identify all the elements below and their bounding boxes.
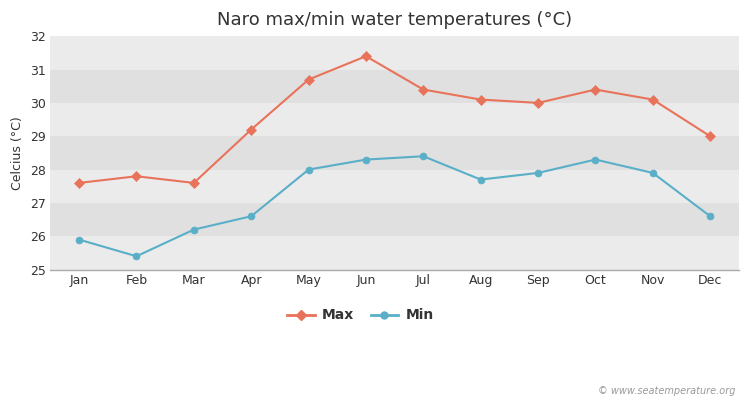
- Min: [591, 157, 600, 162]
- Max: [419, 87, 428, 92]
- Max: [706, 134, 715, 139]
- Max: [189, 180, 198, 185]
- Min: [419, 154, 428, 159]
- Text: © www.seatemperature.org: © www.seatemperature.org: [598, 386, 735, 396]
- Max: [648, 97, 657, 102]
- Max: [533, 100, 542, 105]
- Line: Min: Min: [76, 153, 714, 260]
- Min: [304, 167, 313, 172]
- Min: [533, 170, 542, 175]
- Min: [189, 227, 198, 232]
- Title: Naro max/min water temperatures (°C): Naro max/min water temperatures (°C): [217, 11, 572, 29]
- Min: [132, 254, 141, 259]
- Bar: [50, 170, 739, 203]
- Min: [74, 237, 83, 242]
- Bar: [50, 70, 739, 103]
- Max: [247, 127, 256, 132]
- Max: [476, 97, 485, 102]
- Max: [304, 77, 313, 82]
- Max: [591, 87, 600, 92]
- Min: [247, 214, 256, 219]
- Max: [132, 174, 141, 179]
- Min: [476, 177, 485, 182]
- Line: Max: Max: [76, 53, 714, 186]
- Max: [362, 54, 370, 59]
- Y-axis label: Celcius (°C): Celcius (°C): [11, 116, 24, 190]
- Bar: [50, 203, 739, 236]
- Min: [706, 214, 715, 219]
- Bar: [50, 236, 739, 270]
- Bar: [50, 136, 739, 170]
- Max: [74, 180, 83, 185]
- Min: [362, 157, 370, 162]
- Bar: [50, 36, 739, 70]
- Bar: [50, 103, 739, 136]
- Legend: Max, Min: Max, Min: [281, 303, 439, 328]
- Min: [648, 170, 657, 175]
